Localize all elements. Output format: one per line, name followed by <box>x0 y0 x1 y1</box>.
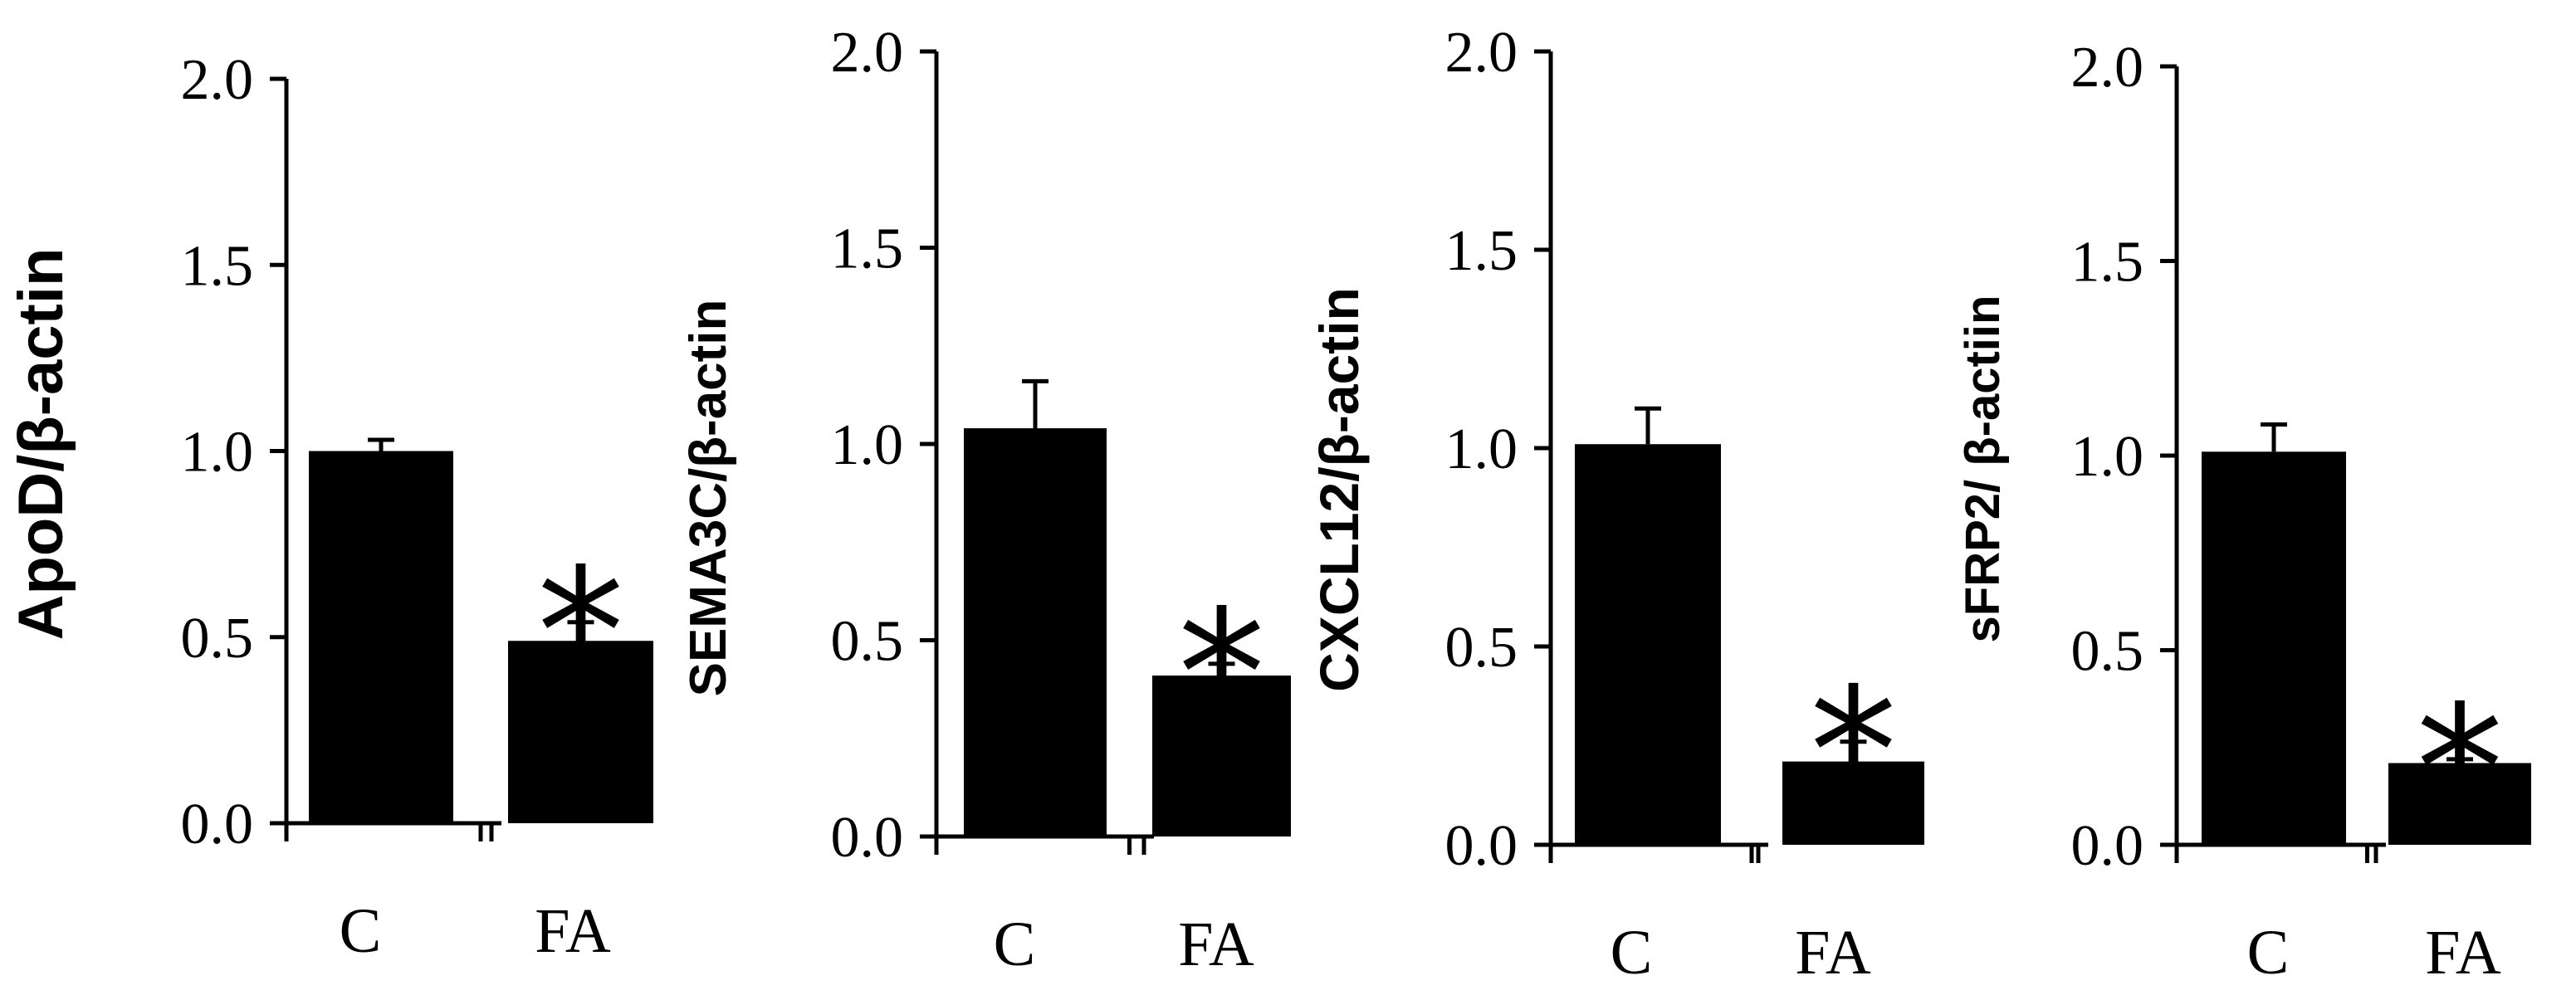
bar-fa <box>1152 676 1291 836</box>
x-category-label: C <box>340 896 382 966</box>
y-tick-label: 0.0 <box>181 793 254 856</box>
chart-panel-1: 0.0 0.5 1.0 1.5 2.0 C FA * ApoD/β-actin <box>6 48 653 966</box>
y-tick-label: 0.0 <box>2071 814 2144 878</box>
y-tick-label: 2.0 <box>181 48 254 112</box>
y-axis-title: CXCL12/β-actin <box>1308 287 1370 692</box>
significance-asterisk: * <box>537 531 624 734</box>
significance-asterisk: * <box>1810 651 1897 854</box>
significance-asterisk: * <box>2417 668 2504 871</box>
x-category-label: C <box>1611 918 1653 988</box>
y-tick-label: 1.5 <box>2071 231 2144 295</box>
bar-fa <box>508 641 653 823</box>
y-axis-title: sFRP2/ β-actiin <box>1956 295 2010 643</box>
y-tick-label: 1.5 <box>1445 219 1518 283</box>
x-category-label: C <box>994 910 1036 979</box>
y-tick-label: 1.0 <box>1445 417 1518 481</box>
x-category-label: FA <box>1178 910 1254 979</box>
chart-panel-2: 0.0 0.5 1.0 1.5 2.0 C FA * SEMA3C/β-actin <box>680 21 1291 979</box>
y-tick-label: 2.0 <box>831 21 904 85</box>
x-category-label: FA <box>2425 918 2501 988</box>
chart-panel-3: 0.0 0.5 1.0 1.5 2.0 C FA * CXCL12/β-actin <box>1308 21 1924 988</box>
x-category-label: FA <box>1795 918 1871 988</box>
bar-c <box>309 451 453 823</box>
y-tick-label: 1.5 <box>181 234 254 298</box>
significance-asterisk: * <box>1178 573 1265 776</box>
y-tick-label: 0.5 <box>831 610 904 674</box>
y-tick-label: 0.5 <box>1445 616 1518 680</box>
y-tick-label: 2.0 <box>1445 21 1518 85</box>
bar-c <box>1575 444 1721 845</box>
y-axis-title: SEMA3C/β-actin <box>680 300 737 697</box>
y-tick-label: 2.0 <box>2071 36 2144 100</box>
bar-fa <box>2388 763 2531 845</box>
chart-panel-4: 0.0 0.5 1.0 1.5 2.0 C FA * sFRP2/ β-actiin <box>1956 36 2531 988</box>
bar-fa <box>1782 761 1924 845</box>
y-tick-label: 1.0 <box>831 413 904 477</box>
y-tick-label: 1.5 <box>831 217 904 281</box>
y-tick-label: 1.0 <box>2071 425 2144 489</box>
bar-c <box>2202 451 2346 845</box>
y-tick-label: 0.5 <box>181 607 254 671</box>
x-category-label: FA <box>535 896 611 966</box>
y-tick-label: 1.0 <box>181 421 254 485</box>
bar-c <box>964 428 1107 836</box>
x-category-label: C <box>2247 918 2290 988</box>
y-tick-label: 0.0 <box>831 806 904 870</box>
y-tick-label: 0.0 <box>1445 814 1518 878</box>
y-axis-title: ApoD/β-actin <box>6 248 76 641</box>
y-tick-label: 0.5 <box>2071 620 2144 684</box>
